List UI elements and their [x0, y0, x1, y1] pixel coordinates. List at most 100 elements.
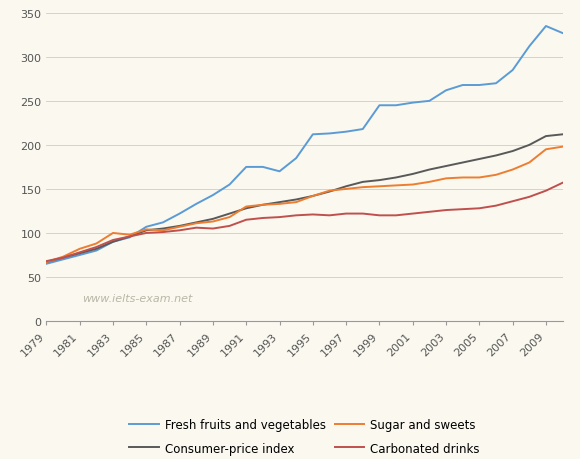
Sugar and sweets [226, 215, 233, 220]
Fresh fruits and vegetables [443, 88, 450, 94]
Carbonated drinks [309, 212, 316, 218]
Fresh fruits and vegetables [393, 103, 400, 109]
Consumer-price index [526, 143, 533, 148]
Carbonated drinks [293, 213, 300, 218]
Consumer-price index [160, 226, 166, 232]
Sugar and sweets [160, 228, 166, 234]
Sugar and sweets [559, 145, 566, 150]
Sugar and sweets [176, 224, 183, 230]
Consumer-price index [343, 184, 350, 190]
Sugar and sweets [193, 221, 200, 227]
Consumer-price index [259, 202, 266, 208]
Carbonated drinks [476, 206, 483, 212]
Fresh fruits and vegetables [459, 83, 466, 89]
Fresh fruits and vegetables [343, 129, 350, 135]
Fresh fruits and vegetables [143, 224, 150, 230]
Fresh fruits and vegetables [509, 68, 516, 73]
Carbonated drinks [542, 189, 549, 194]
Carbonated drinks [243, 218, 250, 223]
Carbonated drinks [409, 211, 416, 217]
Consumer-price index [476, 157, 483, 162]
Consumer-price index [443, 164, 450, 169]
Consumer-price index [143, 228, 150, 234]
Carbonated drinks [376, 213, 383, 218]
Sugar and sweets [293, 200, 300, 206]
Fresh fruits and vegetables [76, 252, 83, 258]
Carbonated drinks [443, 208, 450, 213]
Sugar and sweets [60, 254, 67, 260]
Carbonated drinks [459, 207, 466, 213]
Consumer-price index [43, 260, 50, 265]
Carbonated drinks [259, 216, 266, 221]
Sugar and sweets [376, 184, 383, 190]
Carbonated drinks [276, 215, 283, 220]
Carbonated drinks [160, 230, 166, 235]
Carbonated drinks [492, 203, 499, 209]
Sugar and sweets [76, 246, 83, 252]
Consumer-price index [542, 134, 549, 140]
Carbonated drinks [60, 255, 67, 261]
Fresh fruits and vegetables [110, 240, 117, 245]
Sugar and sweets [509, 168, 516, 173]
Consumer-price index [376, 178, 383, 184]
Fresh fruits and vegetables [176, 211, 183, 217]
Sugar and sweets [409, 182, 416, 188]
Fresh fruits and vegetables [193, 202, 200, 207]
Fresh fruits and vegetables [559, 31, 566, 37]
Carbonated drinks [326, 213, 333, 218]
Line: Consumer-price index: Consumer-price index [46, 135, 563, 263]
Legend: Fresh fruits and vegetables, Consumer-price index, Sugar and sweets, Carbonated : Fresh fruits and vegetables, Consumer-pr… [124, 413, 485, 459]
Carbonated drinks [426, 210, 433, 215]
Fresh fruits and vegetables [93, 248, 100, 254]
Carbonated drinks [343, 211, 350, 217]
Consumer-price index [193, 220, 200, 226]
Fresh fruits and vegetables [526, 45, 533, 50]
Fresh fruits and vegetables [243, 165, 250, 170]
Fresh fruits and vegetables [226, 182, 233, 188]
Sugar and sweets [326, 189, 333, 194]
Carbonated drinks [143, 231, 150, 236]
Sugar and sweets [393, 183, 400, 189]
Fresh fruits and vegetables [293, 156, 300, 162]
Sugar and sweets [476, 175, 483, 181]
Consumer-price index [93, 246, 100, 252]
Consumer-price index [559, 132, 566, 138]
Consumer-price index [426, 168, 433, 173]
Sugar and sweets [426, 180, 433, 185]
Carbonated drinks [359, 211, 366, 217]
Consumer-price index [76, 251, 83, 257]
Sugar and sweets [43, 260, 50, 265]
Sugar and sweets [459, 175, 466, 181]
Carbonated drinks [526, 195, 533, 200]
Fresh fruits and vegetables [209, 193, 216, 198]
Consumer-price index [326, 190, 333, 195]
Sugar and sweets [143, 227, 150, 233]
Carbonated drinks [93, 245, 100, 250]
Sugar and sweets [209, 219, 216, 225]
Consumer-price index [459, 160, 466, 166]
Line: Sugar and sweets: Sugar and sweets [46, 147, 563, 263]
Carbonated drinks [209, 226, 216, 232]
Fresh fruits and vegetables [492, 81, 499, 87]
Consumer-price index [243, 206, 250, 212]
Consumer-price index [176, 224, 183, 229]
Sugar and sweets [243, 204, 250, 210]
Fresh fruits and vegetables [326, 131, 333, 137]
Consumer-price index [60, 255, 67, 261]
Carbonated drinks [393, 213, 400, 218]
Fresh fruits and vegetables [426, 99, 433, 104]
Sugar and sweets [542, 147, 549, 153]
Consumer-price index [409, 172, 416, 177]
Consumer-price index [509, 149, 516, 155]
Fresh fruits and vegetables [542, 24, 549, 30]
Sugar and sweets [259, 202, 266, 208]
Sugar and sweets [359, 185, 366, 190]
Fresh fruits and vegetables [126, 235, 133, 241]
Carbonated drinks [193, 225, 200, 231]
Fresh fruits and vegetables [43, 262, 50, 267]
Consumer-price index [393, 175, 400, 181]
Sugar and sweets [93, 241, 100, 247]
Consumer-price index [209, 217, 216, 222]
Carbonated drinks [559, 180, 566, 186]
Carbonated drinks [509, 199, 516, 205]
